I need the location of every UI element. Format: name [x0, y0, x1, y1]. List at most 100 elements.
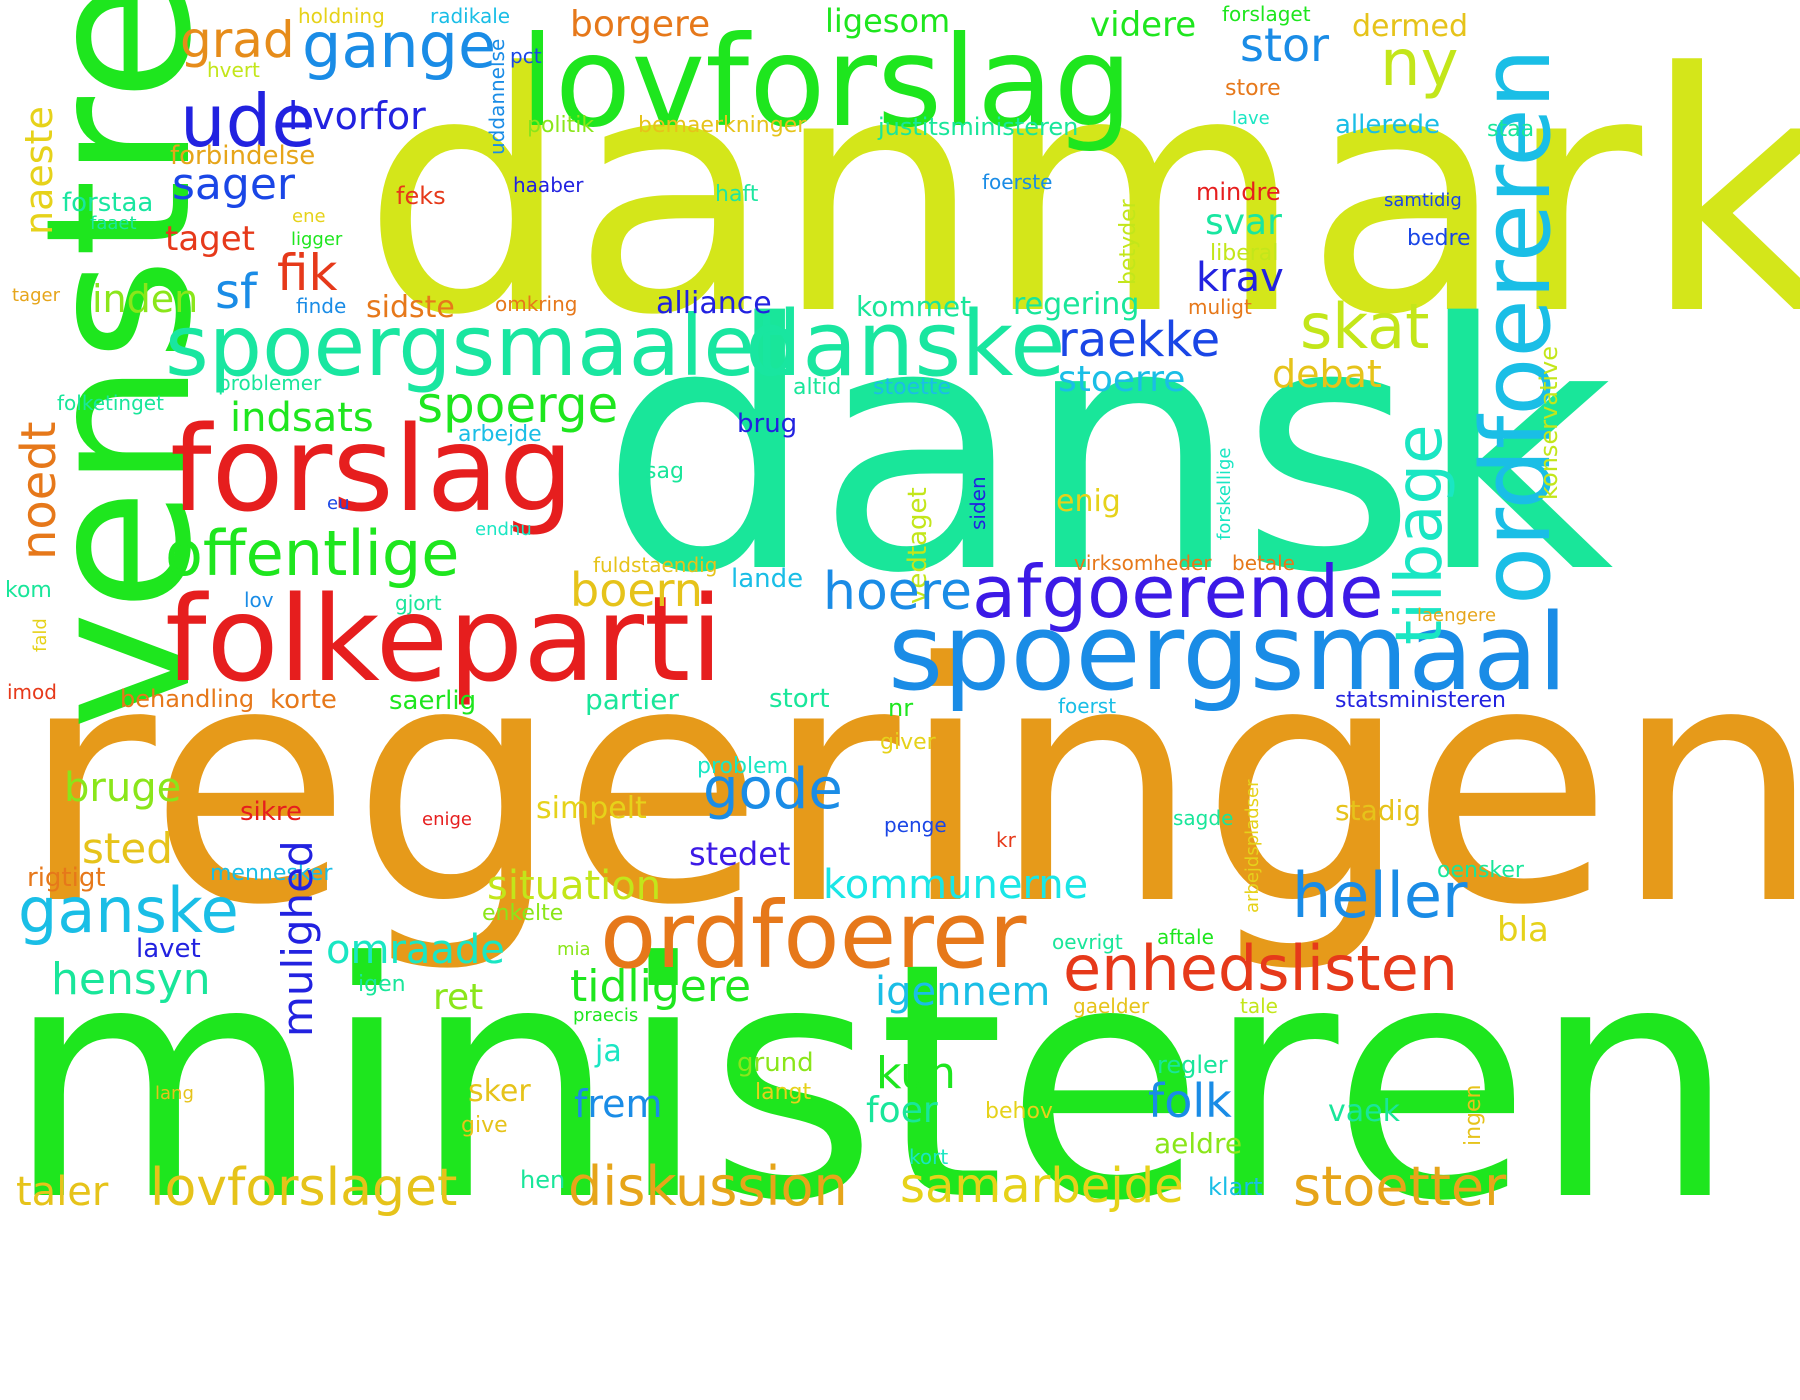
word-store: store	[1225, 76, 1281, 101]
word-hvert: hvert	[207, 58, 260, 82]
word-regeringen: regeringen	[20, 593, 1800, 977]
word-regering: regering	[1013, 287, 1140, 322]
word-danmark: danmark	[362, 3, 1800, 387]
word-ligger: ligger	[291, 229, 343, 250]
word-stort: stort	[769, 684, 830, 714]
word-sager: sager	[172, 159, 295, 210]
word-folk: folk	[1148, 1074, 1232, 1128]
word-raekke: raekke	[1058, 312, 1221, 368]
word-allerede: allerede	[1335, 110, 1440, 140]
word-stor: stor	[1240, 18, 1330, 72]
word-arbejdspladser: arbejdspladser	[1242, 779, 1263, 913]
word-laengere: laengere	[1417, 605, 1497, 626]
word-taler: taler	[16, 1169, 109, 1215]
word-gange: gange	[302, 9, 497, 82]
word-debat: debat	[1272, 352, 1382, 396]
word-hen: hen	[520, 1166, 566, 1194]
word-arbejde: arbejde	[458, 422, 542, 447]
word-krav: krav	[1196, 255, 1284, 301]
word-hvorfor: hvorfor	[288, 94, 426, 138]
word-ja: ja	[595, 1034, 622, 1069]
word-klart: klart	[1208, 1173, 1263, 1201]
word-uddannelse: uddannelse	[485, 38, 509, 155]
word-stoette: stoette	[873, 375, 951, 400]
word-oensker: oensker	[1437, 858, 1524, 883]
word-konservative: konservative	[1535, 345, 1563, 500]
word-storre: stoerre	[1058, 359, 1186, 400]
word-kun: kun	[876, 1048, 956, 1099]
word-langt: langt	[755, 1080, 812, 1105]
word-borgere: borgere	[570, 4, 711, 45]
word-alliance: alliance	[656, 286, 772, 321]
word-taget: taget	[165, 219, 255, 259]
word-forslag: forslag	[170, 400, 574, 538]
word-indsats: indsats	[230, 395, 374, 441]
word-grund: grund	[737, 1048, 814, 1078]
word-simpelt: simpelt	[536, 791, 647, 826]
word-holdning: holdning	[298, 4, 385, 28]
word-korte: korte	[270, 685, 337, 715]
word-behandling: behandling	[120, 685, 255, 713]
word-bedre: bedre	[1407, 226, 1471, 251]
word-ordfoerer: ordfoerer	[600, 882, 1027, 989]
word-ene: ene	[292, 206, 326, 227]
word-mulighed: mulighed	[273, 840, 322, 1037]
word-kort: kort	[909, 1145, 949, 1169]
word-heller: heller	[1292, 859, 1468, 932]
word-igennem: igennem	[875, 969, 1051, 1015]
word-gjort: gjort	[395, 591, 442, 615]
word-nr: nr	[888, 694, 914, 722]
word-naeste: naeste	[17, 106, 61, 235]
word-give: give	[461, 1113, 508, 1138]
word-fik: fik	[277, 244, 338, 302]
word-penge: penge	[884, 813, 947, 837]
word-dansk: dansk	[600, 252, 1614, 648]
word-sikre: sikre	[240, 797, 302, 827]
word-kommunerne: kommunerne	[823, 862, 1089, 908]
word-aeldre: aeldre	[1154, 1127, 1243, 1160]
word-kommet: kommet	[856, 290, 972, 323]
word-ude: ude	[180, 79, 316, 163]
word-forslaget: forslaget	[1222, 2, 1311, 26]
word-sf: sf	[215, 264, 257, 320]
word-problem: problem	[697, 754, 789, 779]
word-inden: inden	[92, 277, 199, 321]
word-fald: fald	[30, 618, 51, 652]
word-afgoerende: afgoerende	[972, 550, 1384, 634]
word-stoetter: stoetter	[1293, 1155, 1507, 1218]
word-ny: ny	[1380, 27, 1459, 101]
word-skat: skat	[1300, 290, 1430, 363]
word-lang: lang	[155, 1083, 194, 1104]
word-noedt: noedt	[11, 421, 67, 560]
word-haaber: haaber	[513, 173, 584, 197]
word-boern: boern	[570, 563, 703, 617]
word-aftale: aftale	[1157, 925, 1214, 949]
word-mia: mia	[557, 939, 591, 960]
word-lovforslag: lovforslag	[520, 10, 1133, 155]
word-gaelder: gaelder	[1073, 994, 1150, 1018]
word-imod: imod	[7, 680, 57, 704]
word-dermed: dermed	[1352, 9, 1469, 44]
word-sker: sker	[468, 1074, 531, 1109]
word-forbindelse: forbindelse	[170, 141, 316, 171]
word-pct: pct	[510, 44, 542, 68]
word-sag: sag	[645, 459, 684, 484]
word-problemer: problemer	[218, 371, 322, 395]
word-muligt: muligt	[1188, 295, 1252, 319]
word-sagde: sagde	[1173, 806, 1234, 830]
word-vaek: vaek	[1328, 1094, 1400, 1129]
word-enhedslisten: enhedslisten	[1063, 932, 1459, 1005]
word-haft: haft	[715, 182, 759, 207]
word-betale: betale	[1232, 551, 1295, 575]
word-offentlige: offentlige	[165, 517, 460, 590]
word-hoere: hoere	[823, 562, 972, 622]
word-mennesker: mennesker	[210, 861, 333, 886]
word-praecis: praecis	[573, 1005, 639, 1026]
word-ligesom: ligesom	[825, 2, 951, 40]
word-videre: videre	[1090, 5, 1197, 45]
word-saerlig: saerlig	[389, 686, 477, 716]
word-tager: tager	[12, 285, 60, 306]
word-justitsministeren: justitsministeren	[878, 113, 1079, 141]
word-folkeparti: folkeparti	[165, 570, 724, 708]
word-lavet: lavet	[136, 934, 201, 964]
